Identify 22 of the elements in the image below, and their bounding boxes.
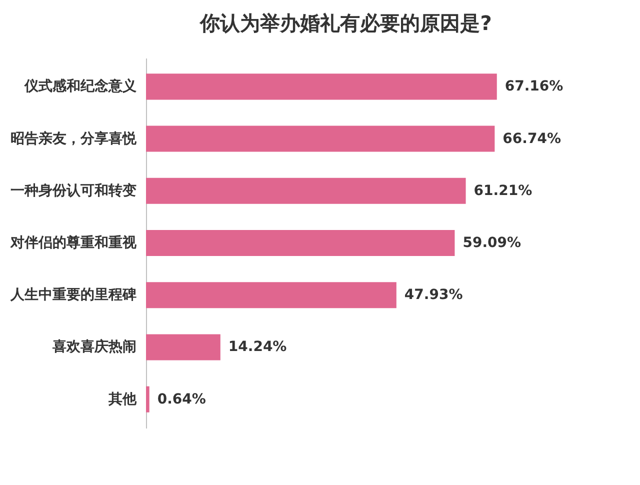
y-tick-label: 其他 (108, 391, 138, 408)
bar (146, 126, 495, 152)
data-label: 61.21% (474, 182, 532, 199)
data-label: 66.74% (502, 130, 561, 147)
y-tick-label: 对伴侣的尊重和重视 (10, 234, 138, 251)
bar (146, 230, 455, 256)
bar (146, 334, 220, 360)
data-label: 14.24% (228, 339, 287, 356)
y-tick-label: 仪式感和纪念意义 (24, 78, 138, 95)
bar (146, 74, 497, 100)
y-tick-label: 人生中重要的里程碑 (10, 287, 136, 304)
bar (146, 386, 150, 412)
y-tick-label: 喜欢喜庆热闹 (52, 338, 136, 356)
bar (146, 178, 466, 204)
data-label: 67.16% (504, 78, 564, 95)
y-tick-label: 一种身份认可和转变 (10, 182, 136, 199)
bar (146, 282, 396, 308)
data-label: 47.93% (404, 287, 463, 304)
y-tick-label: 昭告亲友，分享喜悦 (10, 130, 138, 147)
chart-title: 你认为举办婚礼有必要的原因是? (199, 11, 492, 35)
data-label: 59.09% (462, 235, 522, 251)
data-label: 0.64% (157, 391, 206, 408)
